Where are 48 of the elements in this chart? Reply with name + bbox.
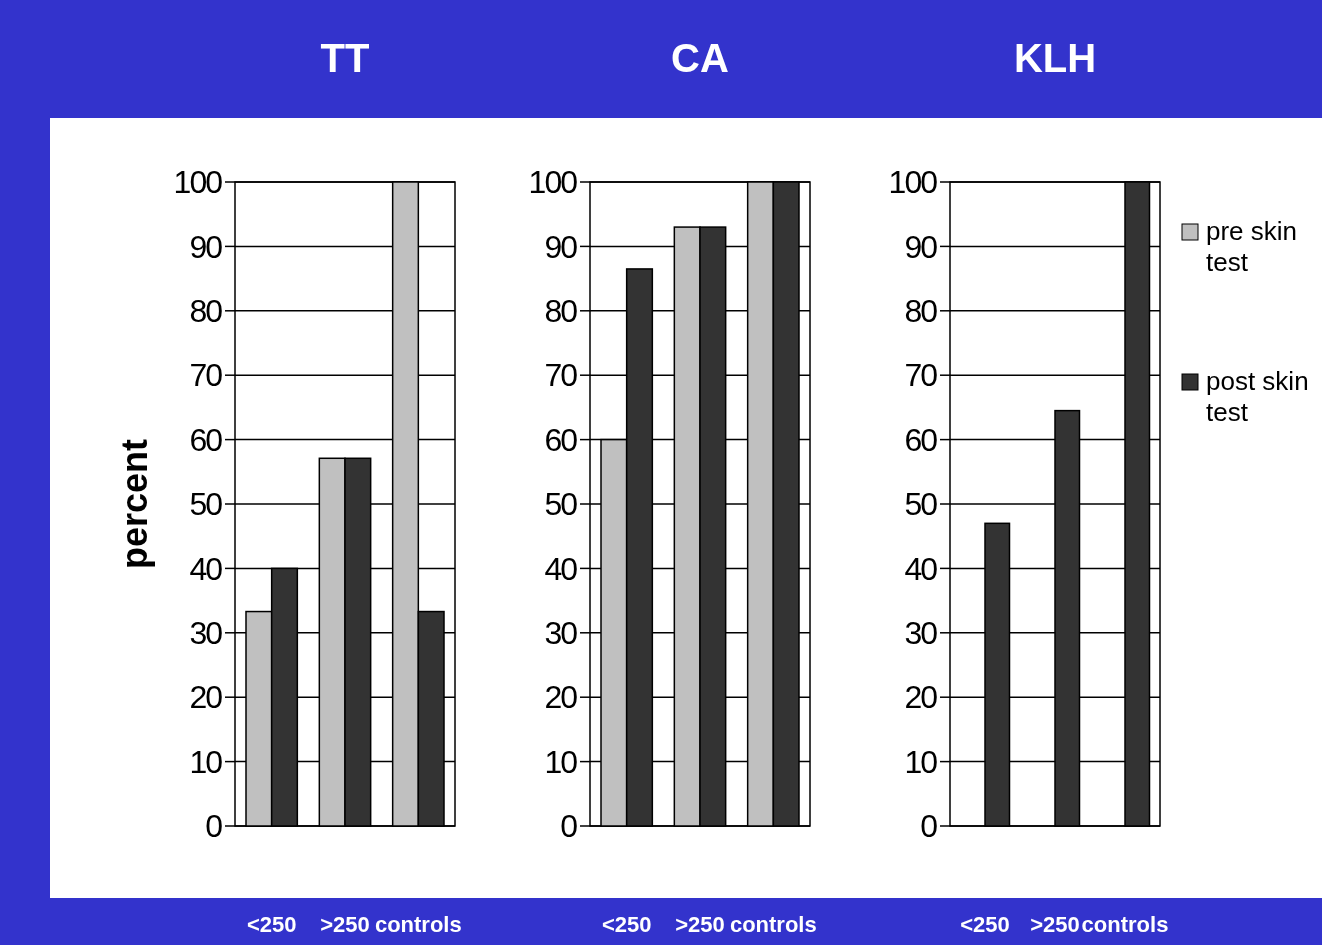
y-tick-label: 10 [189,743,223,780]
y-tick-label: 50 [904,486,938,523]
x-tick-label: >250 [1030,912,1080,937]
y-tick-label: 90 [189,228,223,265]
x-tick-label: controls [729,912,817,937]
y-tick-label: 40 [904,550,938,587]
y-tick-label: 70 [904,357,938,394]
x-tick-label: <250 [601,912,652,937]
y-tick-label: 20 [904,679,938,716]
x-tick-label: <250 [960,912,1010,937]
y-tick-label: 70 [544,357,578,394]
y-tick-label: 0 [560,808,578,845]
y-tick-label: 100 [173,164,223,201]
y-tick-label: 30 [904,615,938,651]
y-tick-label: 30 [544,615,578,651]
y-tick-label: 70 [189,357,223,394]
y-tick-label: 60 [544,421,578,458]
y-tick-label: 90 [544,228,578,265]
x-tick-label: >250 [320,912,370,937]
legend-label: pre skin test [1206,216,1298,277]
y-tick-label: 100 [528,164,578,201]
chart-title: CA [671,36,729,80]
legend-label: post skin test [1206,366,1309,427]
y-tick-label: 50 [544,486,578,523]
x-tick-label: >250 [675,912,725,937]
y-tick-label: 50 [189,486,223,523]
x-tick-label: <250 [246,912,297,937]
x-tick-label: controls [374,912,462,937]
y-tick-label: 40 [544,550,578,587]
y-tick-label: 90 [904,228,938,265]
y-tick-label: 60 [904,421,938,458]
y-tick-label: 20 [189,679,223,716]
y-tick-label: 80 [904,293,938,329]
y-tick-label: 10 [904,743,938,780]
y-tick-label: 100 [888,164,938,201]
y-tick-label: 0 [205,808,223,845]
y-tick-label: 0 [920,808,938,845]
chart-title: TT [320,36,370,80]
y-tick-label: 10 [544,743,578,780]
chart-title: KLH [1013,36,1097,80]
y-tick-label: 80 [544,293,578,329]
y-axis-title: percent [114,438,155,570]
y-tick-label: 60 [189,421,223,458]
y-tick-label: 40 [189,550,223,587]
y-tick-label: 80 [189,293,223,329]
x-tick-label: controls [1081,912,1169,937]
y-tick-label: 20 [544,679,578,716]
y-tick-label: 30 [189,615,223,651]
